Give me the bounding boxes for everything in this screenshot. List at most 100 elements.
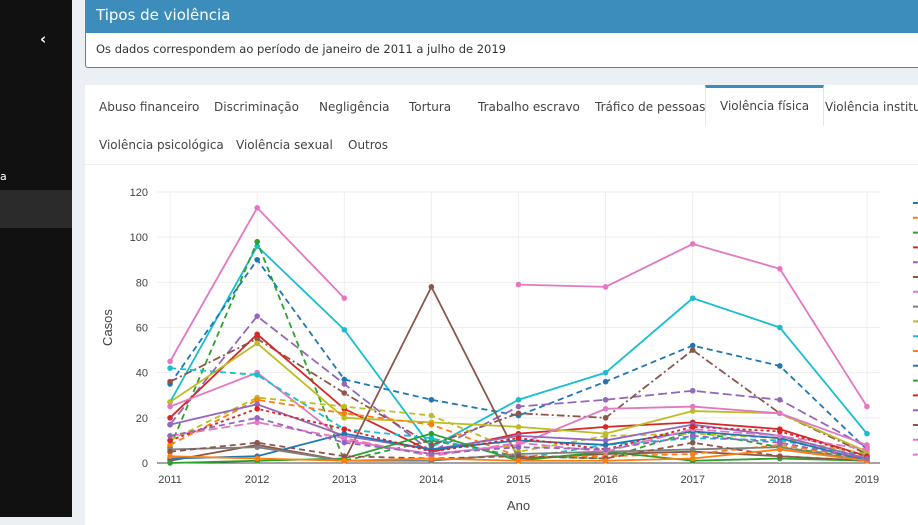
- sidebar-toggle-icon[interactable]: ‹: [40, 30, 47, 48]
- tab-tortura[interactable]: Tortura: [409, 100, 452, 114]
- data-point: [602, 424, 609, 430]
- series-line: [169, 239, 868, 462]
- data-point: [254, 331, 260, 338]
- data-point: [777, 446, 783, 453]
- data-point: [515, 396, 522, 403]
- data-point: [864, 446, 870, 453]
- data-point: [341, 295, 348, 301]
- tab-trabalho-escravo[interactable]: Trabalho escravo: [478, 100, 580, 114]
- box-description: Os dados correspondem ao período de jane…: [96, 42, 506, 56]
- data-point: [689, 387, 696, 394]
- data-point: [167, 358, 173, 365]
- y-tick-label: 20: [136, 413, 148, 425]
- tab-discriminacao[interactable]: Discriminação: [214, 100, 299, 114]
- data-point: [689, 439, 696, 446]
- data-point: [254, 335, 260, 342]
- data-point: [341, 453, 348, 460]
- data-point: [254, 439, 260, 446]
- data-point: [341, 410, 348, 417]
- sidebar-item-active[interactable]: [0, 190, 72, 228]
- info-box: Tipos de violência Os dados correspondem…: [85, 0, 918, 68]
- data-point: [254, 205, 260, 211]
- sidebar-item-label[interactable]: a: [0, 170, 7, 183]
- data-point: [341, 415, 348, 421]
- data-point: [602, 369, 609, 376]
- tab-violencia-institucional[interactable]: Violência institucional: [825, 100, 918, 114]
- tab-negligencia[interactable]: Negligência: [319, 100, 390, 114]
- data-point: [341, 457, 348, 464]
- data-point: [515, 453, 522, 460]
- y-tick-label: 120: [130, 187, 148, 199]
- chart-panel: Abuso financeiro Discriminação Negligênc…: [85, 85, 918, 525]
- tab-trafico-de-pessoas[interactable]: Tráfico de pessoas: [595, 100, 706, 114]
- data-point: [428, 421, 435, 428]
- data-point: [777, 453, 783, 460]
- data-point: [602, 446, 609, 453]
- box-title: Tipos de violência: [86, 0, 918, 33]
- data-point: [341, 376, 348, 383]
- data-point: [602, 406, 609, 412]
- data-point: [167, 442, 173, 448]
- data-point: [602, 437, 609, 444]
- data-point: [689, 342, 696, 349]
- tab-violencia-sexual[interactable]: Violência sexual: [236, 138, 333, 152]
- data-point: [689, 403, 696, 410]
- data-point: [864, 403, 870, 410]
- y-tick-label: 60: [136, 323, 148, 335]
- data-point: [167, 399, 173, 405]
- y-tick-label: 0: [142, 458, 148, 470]
- tab-outros[interactable]: Outros: [348, 138, 389, 152]
- data-point: [167, 365, 173, 371]
- y-tick-label: 100: [130, 232, 148, 244]
- series-line: [169, 258, 868, 451]
- x-axis-title: Ano: [507, 498, 530, 513]
- data-point: [515, 435, 522, 441]
- data-point: [254, 415, 260, 421]
- tab-violencia-psicologica[interactable]: Violência psicológica: [99, 138, 224, 152]
- x-tick-label: 2014: [419, 474, 443, 486]
- data-point: [777, 265, 783, 272]
- sidebar: ‹ a: [0, 0, 72, 517]
- data-point: [602, 378, 609, 385]
- data-point: [689, 451, 696, 457]
- data-point: [341, 426, 348, 432]
- y-tick-label: 40: [136, 368, 148, 380]
- data-point: [689, 347, 696, 353]
- tab-violencia-fisica[interactable]: Violência física: [705, 85, 825, 126]
- data-point: [689, 408, 696, 414]
- data-point: [602, 284, 609, 290]
- x-tick-label: 2017: [680, 474, 704, 486]
- data-point: [254, 243, 260, 249]
- data-point: [515, 403, 522, 410]
- data-point: [167, 421, 173, 428]
- x-tick-label: 2011: [158, 474, 182, 486]
- data-point: [428, 451, 435, 457]
- data-point: [689, 295, 696, 301]
- data-point: [167, 460, 173, 466]
- data-point: [341, 435, 348, 441]
- tab-bar: Abuso financeiro Discriminação Negligênc…: [85, 85, 918, 165]
- data-point: [602, 396, 609, 403]
- data-point: [341, 430, 348, 437]
- data-point: [689, 446, 696, 453]
- data-point: [602, 442, 609, 448]
- data-point: [428, 442, 435, 448]
- data-point: [167, 415, 173, 421]
- tab-abuso-financeiro[interactable]: Abuso financeiro: [99, 100, 200, 114]
- data-point: [167, 448, 173, 455]
- data-point: [689, 424, 696, 430]
- data-point: [254, 419, 260, 426]
- data-point: [254, 455, 260, 462]
- data-point: [864, 455, 870, 462]
- x-tick-label: 2013: [332, 474, 356, 486]
- series-line: [169, 367, 868, 460]
- data-point: [428, 284, 435, 290]
- data-point: [341, 403, 348, 410]
- data-point: [689, 455, 696, 462]
- x-tick-label: 2018: [768, 474, 792, 486]
- series-line: [169, 337, 868, 455]
- data-point: [777, 363, 783, 369]
- data-point: [254, 401, 260, 408]
- data-point: [777, 396, 783, 403]
- data-point: [689, 433, 696, 439]
